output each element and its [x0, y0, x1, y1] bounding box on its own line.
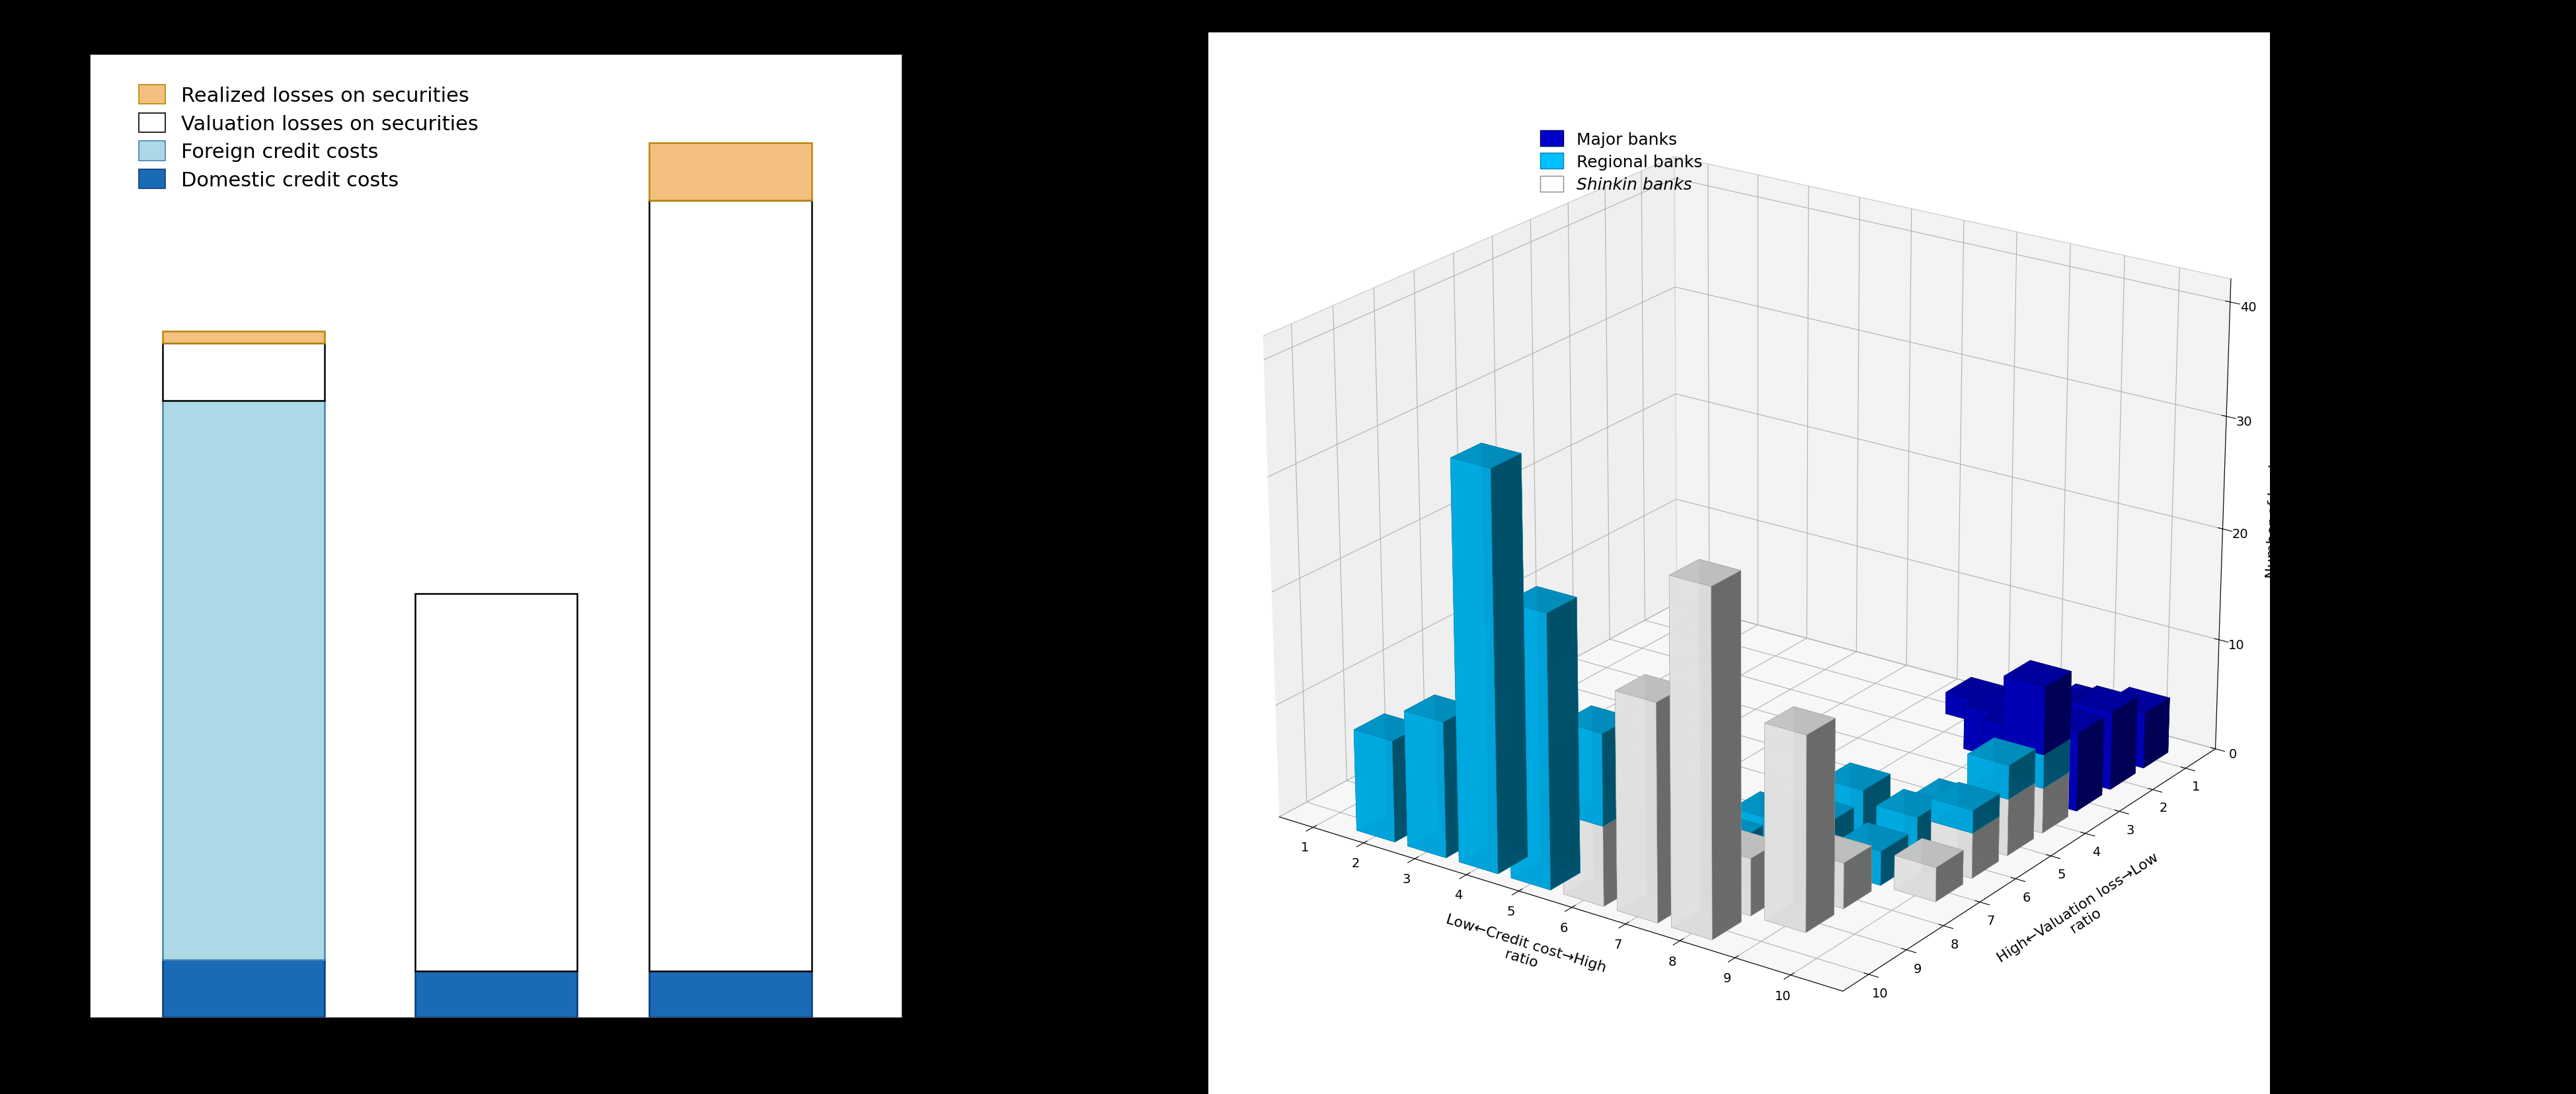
Bar — [162, 331, 325, 344]
Bar — [649, 143, 811, 201]
Bar — [415, 971, 577, 1017]
Legend: Major banks, Regional banks, Shinkin banks: Major banks, Regional banks, Shinkin ban… — [1535, 126, 1708, 198]
Bar — [649, 201, 811, 971]
Bar — [162, 401, 325, 959]
Text: Chart I-5: Distribution of banks by type of loss: Chart I-5: Distribution of banks by type… — [1208, 0, 1834, 21]
Bar — [162, 344, 325, 401]
Bar — [162, 959, 325, 1017]
Bar — [649, 971, 811, 1017]
X-axis label: Low←Credit cost→High
ratio: Low←Credit cost→High ratio — [1440, 912, 1607, 989]
Text: Note: See Chart V.2-10: Note: See Chart V.2-10 — [953, 1073, 1100, 1085]
Y-axis label: High←Valuation loss→Low
ratio: High←Valuation loss→Low ratio — [1994, 850, 2169, 977]
Legend: Realized losses on securities, Valuation losses on securities, Foreign credit co: Realized losses on securities, Valuation… — [134, 79, 484, 197]
Bar — [415, 594, 577, 971]
